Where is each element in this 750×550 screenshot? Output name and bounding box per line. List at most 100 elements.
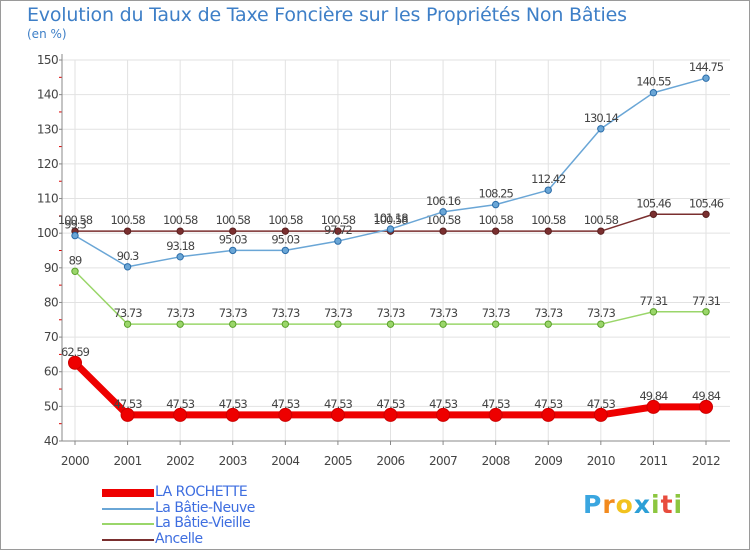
legend-swatch-la-batie-vieille xyxy=(102,523,154,525)
data-label-la-batie-neuve: 95.03 xyxy=(219,232,248,246)
chart-title: Evolution du Taux de Taxe Foncière sur l… xyxy=(27,4,627,26)
data-label-la-batie-neuve: 93.18 xyxy=(166,239,195,253)
logo-letter: i xyxy=(673,490,684,519)
data-label-la-batie-neuve: 140.55 xyxy=(636,75,671,89)
y-tick-label: 40 xyxy=(44,434,58,448)
data-point-la-batie-neuve xyxy=(544,186,552,194)
legend-item-la-rochette[interactable]: LA ROCHETTE xyxy=(98,485,308,501)
data-point-la-rochette xyxy=(383,407,398,422)
data-point-la-rochette xyxy=(173,407,188,422)
x-tick-label: 2003 xyxy=(219,454,247,468)
data-label-ancelle: 100.58 xyxy=(163,213,198,227)
y-tick-label: 120 xyxy=(37,157,58,171)
data-label-la-rochette: 47.53 xyxy=(219,397,248,411)
data-point-la-rochette xyxy=(699,399,713,414)
y-tick-label: 100 xyxy=(37,226,58,240)
y-tick-label: 150 xyxy=(37,53,58,67)
y-tick-label: 60 xyxy=(44,365,58,379)
data-point-la-batie-vieille xyxy=(281,320,290,328)
data-point-la-batie-neuve xyxy=(123,263,132,271)
data-label-ancelle: 105.46 xyxy=(689,196,724,210)
data-point-la-rochette xyxy=(436,407,451,422)
data-point-la-batie-vieille xyxy=(386,320,395,328)
data-point-la-batie-neuve xyxy=(649,89,658,97)
legend-label: La Bâtie-Vieille xyxy=(155,515,251,531)
data-label-la-batie-neuve: 99.3 xyxy=(64,218,86,232)
data-label-la-batie-vieille: 73.73 xyxy=(324,306,353,320)
legend-label: La Bâtie-Neuve xyxy=(155,499,255,516)
data-point-la-batie-neuve xyxy=(597,125,605,133)
data-label-la-rochette: 62.59 xyxy=(61,345,90,359)
data-label-la-batie-vieille: 73.73 xyxy=(482,306,511,320)
x-tick-label: 2006 xyxy=(376,454,404,468)
data-label-la-batie-vieille: 73.73 xyxy=(114,306,143,320)
data-label-ancelle: 105.46 xyxy=(636,196,671,210)
data-label-la-batie-vieille: 73.73 xyxy=(166,306,195,320)
logo-letter: P xyxy=(583,490,603,519)
data-point-la-batie-vieille xyxy=(649,308,658,316)
data-point-la-batie-neuve xyxy=(281,246,290,255)
legend-item-la-batie-neuve[interactable]: La Bâtie-Neuve xyxy=(98,499,308,517)
data-label-ancelle: 100.58 xyxy=(110,213,145,227)
y-tick-label: 140 xyxy=(37,88,58,102)
x-tick-label: 2000 xyxy=(61,454,89,468)
x-tick-label: 2004 xyxy=(271,454,299,468)
data-point-la-batie-vieille xyxy=(544,320,552,328)
data-point-la-rochette xyxy=(278,407,293,422)
chart-legend: LA ROCHETTE La Bâtie-Neuve La Bâtie-Viei… xyxy=(98,485,308,547)
data-label-ancelle: 100.58 xyxy=(584,213,619,227)
data-point-la-batie-neuve xyxy=(334,237,342,245)
data-point-la-batie-vieille xyxy=(491,320,500,328)
legend-item-la-batie-vieille[interactable]: La Bâtie-Vieille xyxy=(98,516,308,532)
logo-letter: r xyxy=(602,490,616,519)
x-tick-label: 2005 xyxy=(324,454,352,468)
data-label-la-batie-vieille: 73.73 xyxy=(429,306,458,320)
data-label-la-rochette: 47.53 xyxy=(482,397,511,411)
y-tick-label: 80 xyxy=(44,295,58,309)
data-point-ancelle xyxy=(649,210,658,218)
data-label-la-batie-vieille: 89 xyxy=(69,253,82,267)
data-label-la-batie-vieille: 77.31 xyxy=(639,294,668,308)
legend-item-ancelle[interactable]: Ancelle xyxy=(98,531,308,548)
data-label-la-batie-vieille: 73.73 xyxy=(377,306,406,320)
data-label-la-rochette: 47.53 xyxy=(324,397,353,411)
data-point-la-rochette xyxy=(488,407,503,422)
data-label-la-rochette: 49.84 xyxy=(639,389,668,403)
data-point-la-batie-neuve xyxy=(702,74,710,82)
data-point-la-batie-vieille xyxy=(176,320,184,328)
logo-letter: i xyxy=(651,490,661,519)
data-point-ancelle xyxy=(491,227,500,235)
legend-swatch-la-batie-neuve xyxy=(102,507,154,510)
data-point-la-rochette xyxy=(541,407,556,422)
logo-letter: t xyxy=(660,490,674,519)
data-label-la-batie-neuve: 95.03 xyxy=(271,232,300,246)
data-label-la-rochette: 47.53 xyxy=(114,397,143,411)
data-point-la-batie-vieille xyxy=(229,320,237,328)
data-label-ancelle: 100.58 xyxy=(58,213,93,227)
y-axis-unit: (en %) xyxy=(27,27,67,41)
data-point-la-batie-vieille xyxy=(439,320,447,328)
data-point-la-batie-neuve xyxy=(491,200,500,209)
x-tick-label: 2008 xyxy=(482,454,510,468)
x-tick-label: 2010 xyxy=(587,454,615,468)
x-tick-label: 2009 xyxy=(534,454,562,468)
logo-letter: o xyxy=(615,490,634,519)
y-tick-label: 110 xyxy=(37,192,58,206)
data-label-la-batie-neuve: 90.3 xyxy=(117,249,139,263)
data-point-ancelle xyxy=(123,227,132,235)
proxiti-logo[interactable]: Proxiti xyxy=(583,490,683,519)
x-tick-label: 2001 xyxy=(114,454,142,468)
data-point-la-batie-neuve xyxy=(439,208,447,216)
data-label-ancelle: 100.58 xyxy=(268,213,303,227)
data-label-la-rochette: 47.53 xyxy=(166,397,195,411)
data-label-la-batie-neuve: 97.72 xyxy=(324,223,353,237)
data-label-la-rochette: 47.53 xyxy=(377,397,406,411)
x-tick-label: 2011 xyxy=(639,454,667,468)
data-label-ancelle: 100.58 xyxy=(373,213,408,227)
data-point-la-rochette xyxy=(225,407,240,422)
data-label-la-batie-neuve: 144.75 xyxy=(689,60,724,74)
data-point-la-batie-vieille xyxy=(597,320,605,328)
data-label-la-rochette: 47.53 xyxy=(587,397,616,411)
data-point-ancelle xyxy=(597,227,605,235)
